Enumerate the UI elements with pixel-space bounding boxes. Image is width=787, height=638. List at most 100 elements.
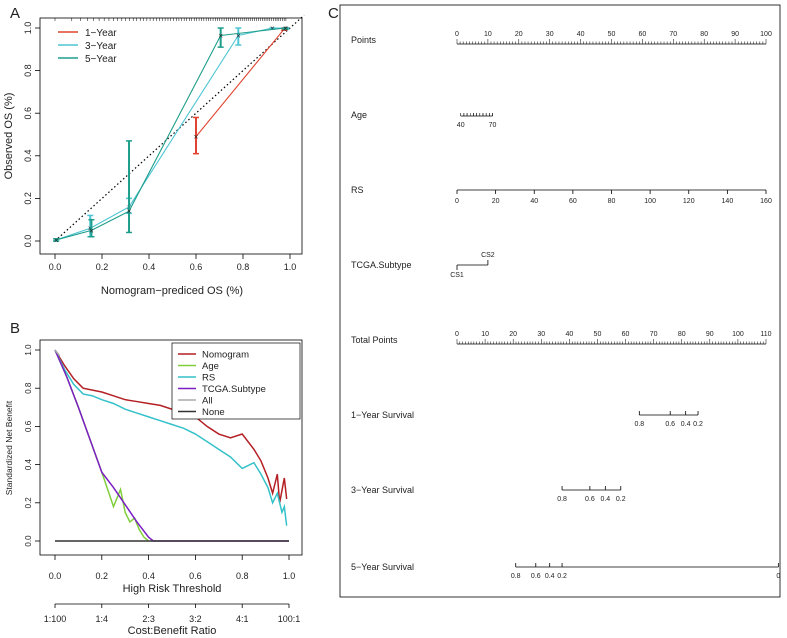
panel-letter-a: A	[10, 5, 20, 22]
nomogram-tick-label: 20	[492, 198, 500, 205]
y-tick-label: 1.0	[23, 22, 33, 35]
nomogram-tick-label: 100	[644, 198, 656, 205]
nomogram-tick-label: 40	[565, 331, 573, 338]
data-point: ×	[236, 31, 241, 40]
nomogram-tick-label: 0.2	[693, 421, 703, 428]
nomogram-tick-label: 90	[706, 331, 714, 338]
panel-a-legend: 1−Year 3−Year 5−Year	[58, 28, 117, 65]
legend-label: All	[202, 396, 213, 407]
panel-a-series: ×××××××××××××	[53, 24, 290, 245]
cost-benefit-tick-label: 1:4	[96, 614, 109, 624]
y-tick-label: 0.4	[23, 150, 33, 163]
nomogram-tick-label: 100	[760, 31, 772, 38]
nomogram-tick-label: 60	[639, 31, 647, 38]
cost-benefit-tick-label: 1:100	[44, 614, 67, 624]
nomogram-tick-label: 30	[546, 31, 554, 38]
nomogram-row-label: 1−Year Survival	[351, 410, 414, 420]
panel-b-axes: 0.0 0.0 0.2 0.2 0.4 0.4 0.6 0.6 0.8 0.8 1.0 1.0 1:10…	[24, 344, 300, 624]
nomogram-tick-label: 10	[484, 31, 492, 38]
panel-b-y-label: Standardized Net Benefit	[4, 400, 14, 495]
nomogram-tick-label: 100	[732, 331, 744, 338]
panel-a-y-label: Observed OS (%)	[3, 93, 15, 180]
nomogram-row-label: Points	[351, 35, 377, 45]
nomogram-tick-label: CS2	[481, 252, 495, 259]
series-line	[54, 349, 61, 357]
nomogram-tick-label: 50	[608, 31, 616, 38]
legend-label: RS	[202, 373, 215, 384]
nomogram-tick-label: 110	[760, 331, 771, 338]
nomogram-tick-label: 0.6	[531, 573, 541, 580]
x-tick-label: 0.0	[49, 571, 62, 581]
nomogram-tick-label: 0.4	[545, 573, 555, 580]
panel-a-x-label: Nomogram−prediced OS (%)	[101, 285, 243, 297]
x-tick-label: 1.0	[283, 571, 296, 581]
series-line	[195, 28, 285, 137]
nomogram-tick-label: 40	[530, 198, 538, 205]
nomogram-tick-label: 0.2	[616, 496, 626, 503]
nomogram-tick-label: 70	[669, 31, 677, 38]
data-point: ×	[88, 224, 93, 233]
data-point: ×	[283, 24, 288, 33]
nomogram-tick-label: 70	[489, 122, 497, 129]
nomogram-row-label: 5−Year Survival	[351, 562, 414, 572]
y-tick-label: 0.0	[23, 235, 33, 248]
nomogram-tick-label: 20	[509, 331, 517, 338]
nomogram-tick-label: 140	[722, 198, 734, 205]
nomogram-tick-label: 60	[569, 198, 577, 205]
y-tick-label: 0.6	[24, 420, 33, 432]
x-tick-label: 0.4	[142, 571, 155, 581]
nomogram-tick-label: 0.4	[600, 496, 610, 503]
panel-b-decision-curve: B 0.0 0.0 0.2 0.2 0.4 0.4 0.6 0.6 0.8 0.8 1.0 1.0 1:…	[4, 320, 303, 637]
nomogram-tick-label: 0	[776, 573, 780, 580]
nomogram-tick-label: 0.8	[557, 496, 567, 503]
x-tick-label: 0.6	[189, 571, 202, 581]
nomogram-tick-label: 0.8	[511, 573, 521, 580]
legend-label: TCGA.Subtype	[202, 384, 266, 395]
x-tick-label: 0.8	[236, 571, 249, 581]
nomogram-tick-label: 60	[622, 331, 630, 338]
data-point: ×	[270, 24, 275, 33]
panel-b-cost-benefit-label: Cost:Benefit Ratio	[128, 625, 217, 637]
data-point: ×	[194, 133, 199, 142]
nomogram-tick-label: 0	[455, 198, 459, 205]
nomogram-tick-label: 80	[608, 198, 616, 205]
y-tick-label: 1.0	[24, 344, 33, 356]
x-tick-label: 0.0	[49, 262, 62, 272]
cost-benefit-tick-label: 100:1	[278, 614, 301, 624]
nomogram-tick-label: 0	[455, 31, 459, 38]
y-tick-label: 0.2	[23, 192, 33, 205]
x-tick-label: 0.2	[96, 262, 109, 272]
nomogram-row-label: RS	[351, 185, 364, 195]
x-tick-label: 0.6	[190, 262, 203, 272]
nomogram-tick-label: 40	[457, 122, 465, 129]
nomogram-row-label: Total Points	[351, 335, 398, 345]
nomogram-row-label: TCGA.Subtype	[351, 260, 412, 270]
panel-b-x-label: High Risk Threshold	[123, 583, 222, 595]
x-tick-label: 0.4	[143, 262, 156, 272]
nomogram-tick-label: 90	[731, 31, 739, 38]
nomogram-tick-label: 70	[650, 331, 658, 338]
nomogram-row-label: Age	[351, 110, 367, 120]
series-line	[54, 349, 288, 526]
nomogram-tick-label: 50	[594, 331, 602, 338]
legend-label: None	[202, 407, 225, 418]
panel-a-axes: 0.0 0.0 0.2 0.2 0.4 0.4 0.6 0.6 0.8 0.8 1.0 1.0	[23, 14, 305, 272]
x-tick-label: 0.8	[237, 262, 250, 272]
cost-benefit-tick-label: 3:2	[189, 614, 202, 624]
y-tick-label: 0.8	[24, 382, 33, 394]
x-tick-label: 0.2	[96, 571, 109, 581]
nomogram-tick-label: 80	[700, 31, 708, 38]
series-line	[54, 349, 150, 542]
cost-benefit-tick-label: 2:3	[142, 614, 155, 624]
nomogram-tick-label: 0.2	[557, 573, 567, 580]
data-point: ×	[218, 31, 223, 40]
y-tick-label: 0.0	[24, 535, 33, 547]
nomogram-tick-label: 10	[481, 331, 489, 338]
y-tick-label: 0.2	[24, 497, 33, 509]
legend-label: 5−Year	[85, 54, 117, 65]
nomogram-tick-label: 0.6	[665, 421, 675, 428]
